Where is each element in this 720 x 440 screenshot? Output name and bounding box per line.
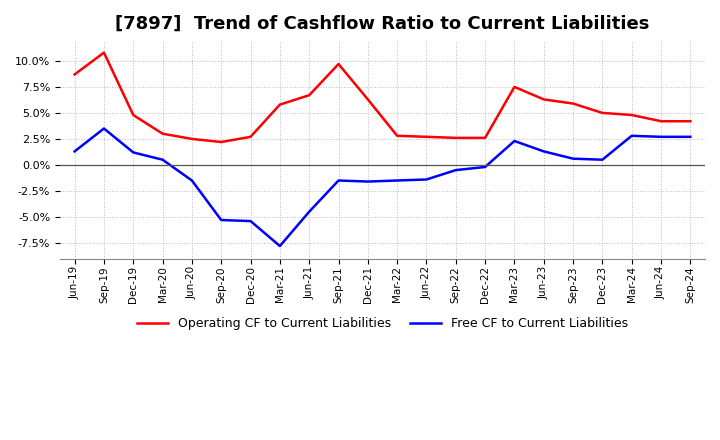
Free CF to Current Liabilities [246, 218, 255, 224]
Free CF to Current Liabilities [510, 138, 518, 143]
Operating CF to Current Liabilities [393, 133, 402, 139]
Line: Free CF to Current Liabilities: Free CF to Current Liabilities [75, 128, 690, 246]
Free CF to Current Liabilities [598, 157, 607, 162]
Free CF to Current Liabilities [217, 217, 225, 223]
Free CF to Current Liabilities [129, 150, 138, 155]
Operating CF to Current Liabilities [246, 134, 255, 139]
Free CF to Current Liabilities [539, 149, 548, 154]
Operating CF to Current Liabilities [188, 136, 197, 142]
Legend: Operating CF to Current Liabilities, Free CF to Current Liabilities: Operating CF to Current Liabilities, Fre… [132, 312, 633, 335]
Operating CF to Current Liabilities [71, 72, 79, 77]
Free CF to Current Liabilities [481, 165, 490, 170]
Free CF to Current Liabilities [71, 149, 79, 154]
Operating CF to Current Liabilities [276, 102, 284, 107]
Operating CF to Current Liabilities [657, 119, 665, 124]
Free CF to Current Liabilities [99, 126, 108, 131]
Free CF to Current Liabilities [158, 157, 167, 162]
Operating CF to Current Liabilities [217, 139, 225, 145]
Operating CF to Current Liabilities [451, 135, 460, 140]
Operating CF to Current Liabilities [510, 84, 518, 90]
Operating CF to Current Liabilities [422, 134, 431, 139]
Free CF to Current Liabilities [422, 177, 431, 182]
Title: [7897]  Trend of Cashflow Ratio to Current Liabilities: [7897] Trend of Cashflow Ratio to Curren… [115, 15, 649, 33]
Free CF to Current Liabilities [393, 178, 402, 183]
Free CF to Current Liabilities [276, 243, 284, 249]
Operating CF to Current Liabilities [129, 112, 138, 117]
Operating CF to Current Liabilities [539, 97, 548, 102]
Operating CF to Current Liabilities [481, 135, 490, 140]
Operating CF to Current Liabilities [364, 97, 372, 102]
Operating CF to Current Liabilities [334, 62, 343, 67]
Operating CF to Current Liabilities [686, 119, 695, 124]
Line: Operating CF to Current Liabilities: Operating CF to Current Liabilities [75, 53, 690, 142]
Free CF to Current Liabilities [627, 133, 636, 139]
Operating CF to Current Liabilities [305, 92, 313, 98]
Free CF to Current Liabilities [657, 134, 665, 139]
Free CF to Current Liabilities [569, 156, 577, 161]
Operating CF to Current Liabilities [598, 110, 607, 116]
Free CF to Current Liabilities [188, 178, 197, 183]
Operating CF to Current Liabilities [627, 112, 636, 117]
Operating CF to Current Liabilities [158, 131, 167, 136]
Operating CF to Current Liabilities [569, 101, 577, 106]
Free CF to Current Liabilities [364, 179, 372, 184]
Operating CF to Current Liabilities [99, 50, 108, 55]
Free CF to Current Liabilities [305, 209, 313, 214]
Free CF to Current Liabilities [451, 168, 460, 173]
Free CF to Current Liabilities [334, 178, 343, 183]
Free CF to Current Liabilities [686, 134, 695, 139]
